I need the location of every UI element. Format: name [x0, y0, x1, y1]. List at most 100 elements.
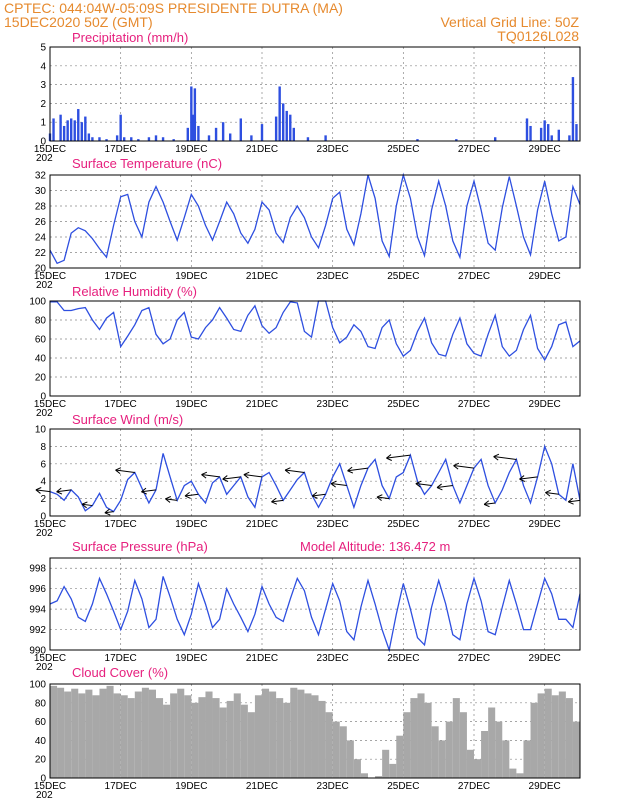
cloud-bar: [558, 691, 566, 778]
precip-bar: [191, 114, 195, 141]
wind-xtick-label: 27DEC: [458, 519, 490, 530]
wind-xtick-label: 21DEC: [246, 519, 278, 530]
temperature-ytick-label: 26: [35, 217, 47, 228]
cloud-bar: [113, 693, 121, 778]
precip-bar: [292, 127, 295, 141]
pressure-xtick-label: 19DEC: [175, 653, 207, 664]
wind-ytick-label: 6: [40, 459, 46, 470]
temperature-ytick-label: 30: [35, 186, 47, 197]
precipitation-xtick-label: 29DEC: [529, 144, 561, 155]
temperature-xtick-label: 29DEC: [529, 271, 561, 282]
precip-bar: [571, 77, 575, 141]
cloud-bar: [353, 759, 361, 778]
wind-ytick-label: 10: [35, 425, 47, 436]
cloud-bar: [346, 740, 354, 778]
cloud-cover-panel: Cloud Cover (%) 0 20 40 60 80 100 15DEC 17DEC 19D…: [29, 665, 581, 800]
cloud-cover-xtick-label: 27DEC: [458, 781, 490, 792]
cloud-cover-ytick-label: 40: [35, 736, 47, 747]
cloud-bar: [360, 773, 368, 778]
pressure-xtick-label: 21DEC: [246, 653, 278, 664]
header-date: 15DEC2020 50Z (GMT): [4, 14, 153, 30]
cloud-bar: [382, 749, 390, 778]
temperature-xtick-label: 15DEC: [34, 271, 66, 282]
pressure-ytick-label: 996: [29, 584, 46, 595]
precip-bar: [221, 122, 225, 141]
cloud-cover-xtick-label: 15DEC: [34, 781, 66, 792]
wind-arrow: [493, 453, 517, 461]
pressure-xtick-label: 25DEC: [387, 653, 419, 664]
pressure-xtick-label: 23DEC: [317, 653, 349, 664]
wind-ytick-label: 0: [40, 512, 46, 523]
temperature-ytick-label: 24: [35, 233, 47, 244]
humidity-line: [50, 300, 581, 362]
temperature-ytick-label: 22: [35, 248, 47, 259]
humidity-panel: Relative Humidity (%) 0 20 40 60 80 100 15DEC 17…: [29, 284, 581, 419]
cloud-bar: [474, 759, 482, 778]
cloud-bar: [184, 695, 192, 778]
pressure-xtick-label: 27DEC: [458, 653, 490, 664]
cloud-bar: [50, 685, 58, 778]
cloud-bar: [212, 698, 220, 778]
temperature-xtick-label: 25DEC: [387, 271, 419, 282]
wind-xtick-label: 19DEC: [175, 519, 207, 530]
cloud-cover-xtick-label: 23DEC: [317, 781, 349, 792]
cloud-cover-frame: [49, 683, 581, 779]
cloud-cover-ytick-label: 100: [29, 680, 46, 691]
temperature-ytick-label: 28: [35, 202, 47, 213]
precip-bar: [193, 88, 197, 141]
temperature-xtick-label: 27DEC: [458, 271, 490, 282]
humidity-xtick-label: 27DEC: [458, 399, 490, 410]
precip-bar: [525, 118, 529, 141]
cloud-bar: [332, 721, 340, 778]
cloud-bar: [530, 702, 538, 778]
precip-bar: [543, 120, 546, 141]
precip-bar: [98, 137, 101, 141]
cloud-bar: [78, 693, 86, 778]
temperature-xtick-label: 17DEC: [105, 271, 137, 282]
cloud-bar: [403, 712, 411, 778]
temperature-ytick-label: 32: [35, 171, 47, 182]
cloud-bar: [544, 688, 552, 778]
cloud-cover-xtick-label: 19DEC: [175, 781, 207, 792]
wind-arrow: [35, 487, 51, 494]
cloud-bar: [92, 695, 100, 778]
temperature-panel: Surface Temperature (nC) 20 22 24 26 28 30 32 15…: [34, 156, 581, 291]
cloud-bar: [410, 698, 418, 778]
cloud-cover-ytick-label: 0: [40, 774, 46, 785]
humidity-xtick-label: 23DEC: [317, 399, 349, 410]
cloud-bar: [283, 702, 291, 778]
precip-bar: [73, 120, 76, 141]
humidity-ytick-label: 60: [35, 335, 47, 346]
cloud-cover-ytick-label: 80: [35, 698, 47, 709]
wind-arrow: [311, 491, 326, 499]
cloud-bar: [170, 693, 178, 778]
wind-arrow: [284, 467, 305, 475]
cloud-bar: [262, 688, 270, 778]
wind-arrow: [165, 496, 178, 503]
cloud-bar: [488, 707, 496, 778]
precipitation-ytick-label: 5: [40, 43, 46, 54]
wind-arrow: [347, 466, 369, 474]
cloud-bar: [375, 776, 383, 778]
precip-bar: [274, 116, 278, 141]
precip-bar: [119, 114, 122, 141]
pressure-year-label: 202: [36, 662, 53, 673]
cloud-bar: [64, 691, 72, 778]
wind-arrow: [271, 497, 284, 505]
wind-frame: [49, 428, 581, 517]
cloud-bar: [438, 740, 446, 778]
cloud-bar: [99, 688, 107, 778]
precip-bar: [282, 103, 285, 141]
precipitation-frame: [49, 46, 581, 142]
cloud-cover-title: Cloud Cover (%): [72, 665, 168, 680]
precip-bar: [197, 125, 200, 141]
cloud-bar: [459, 712, 467, 778]
cloud-bar: [85, 689, 93, 778]
cloud-bar: [509, 768, 517, 778]
precipitation-panel: Precipitation (mm/h) 0 1 2 3 4 5 15DEC 17DEC 19DE…: [34, 30, 581, 164]
pressure-frame: [49, 557, 581, 651]
cloud-cover-year-label: 202: [36, 790, 53, 800]
cloud-bar: [396, 735, 404, 778]
cloud-bar: [71, 688, 79, 778]
precip-bar: [190, 86, 193, 141]
